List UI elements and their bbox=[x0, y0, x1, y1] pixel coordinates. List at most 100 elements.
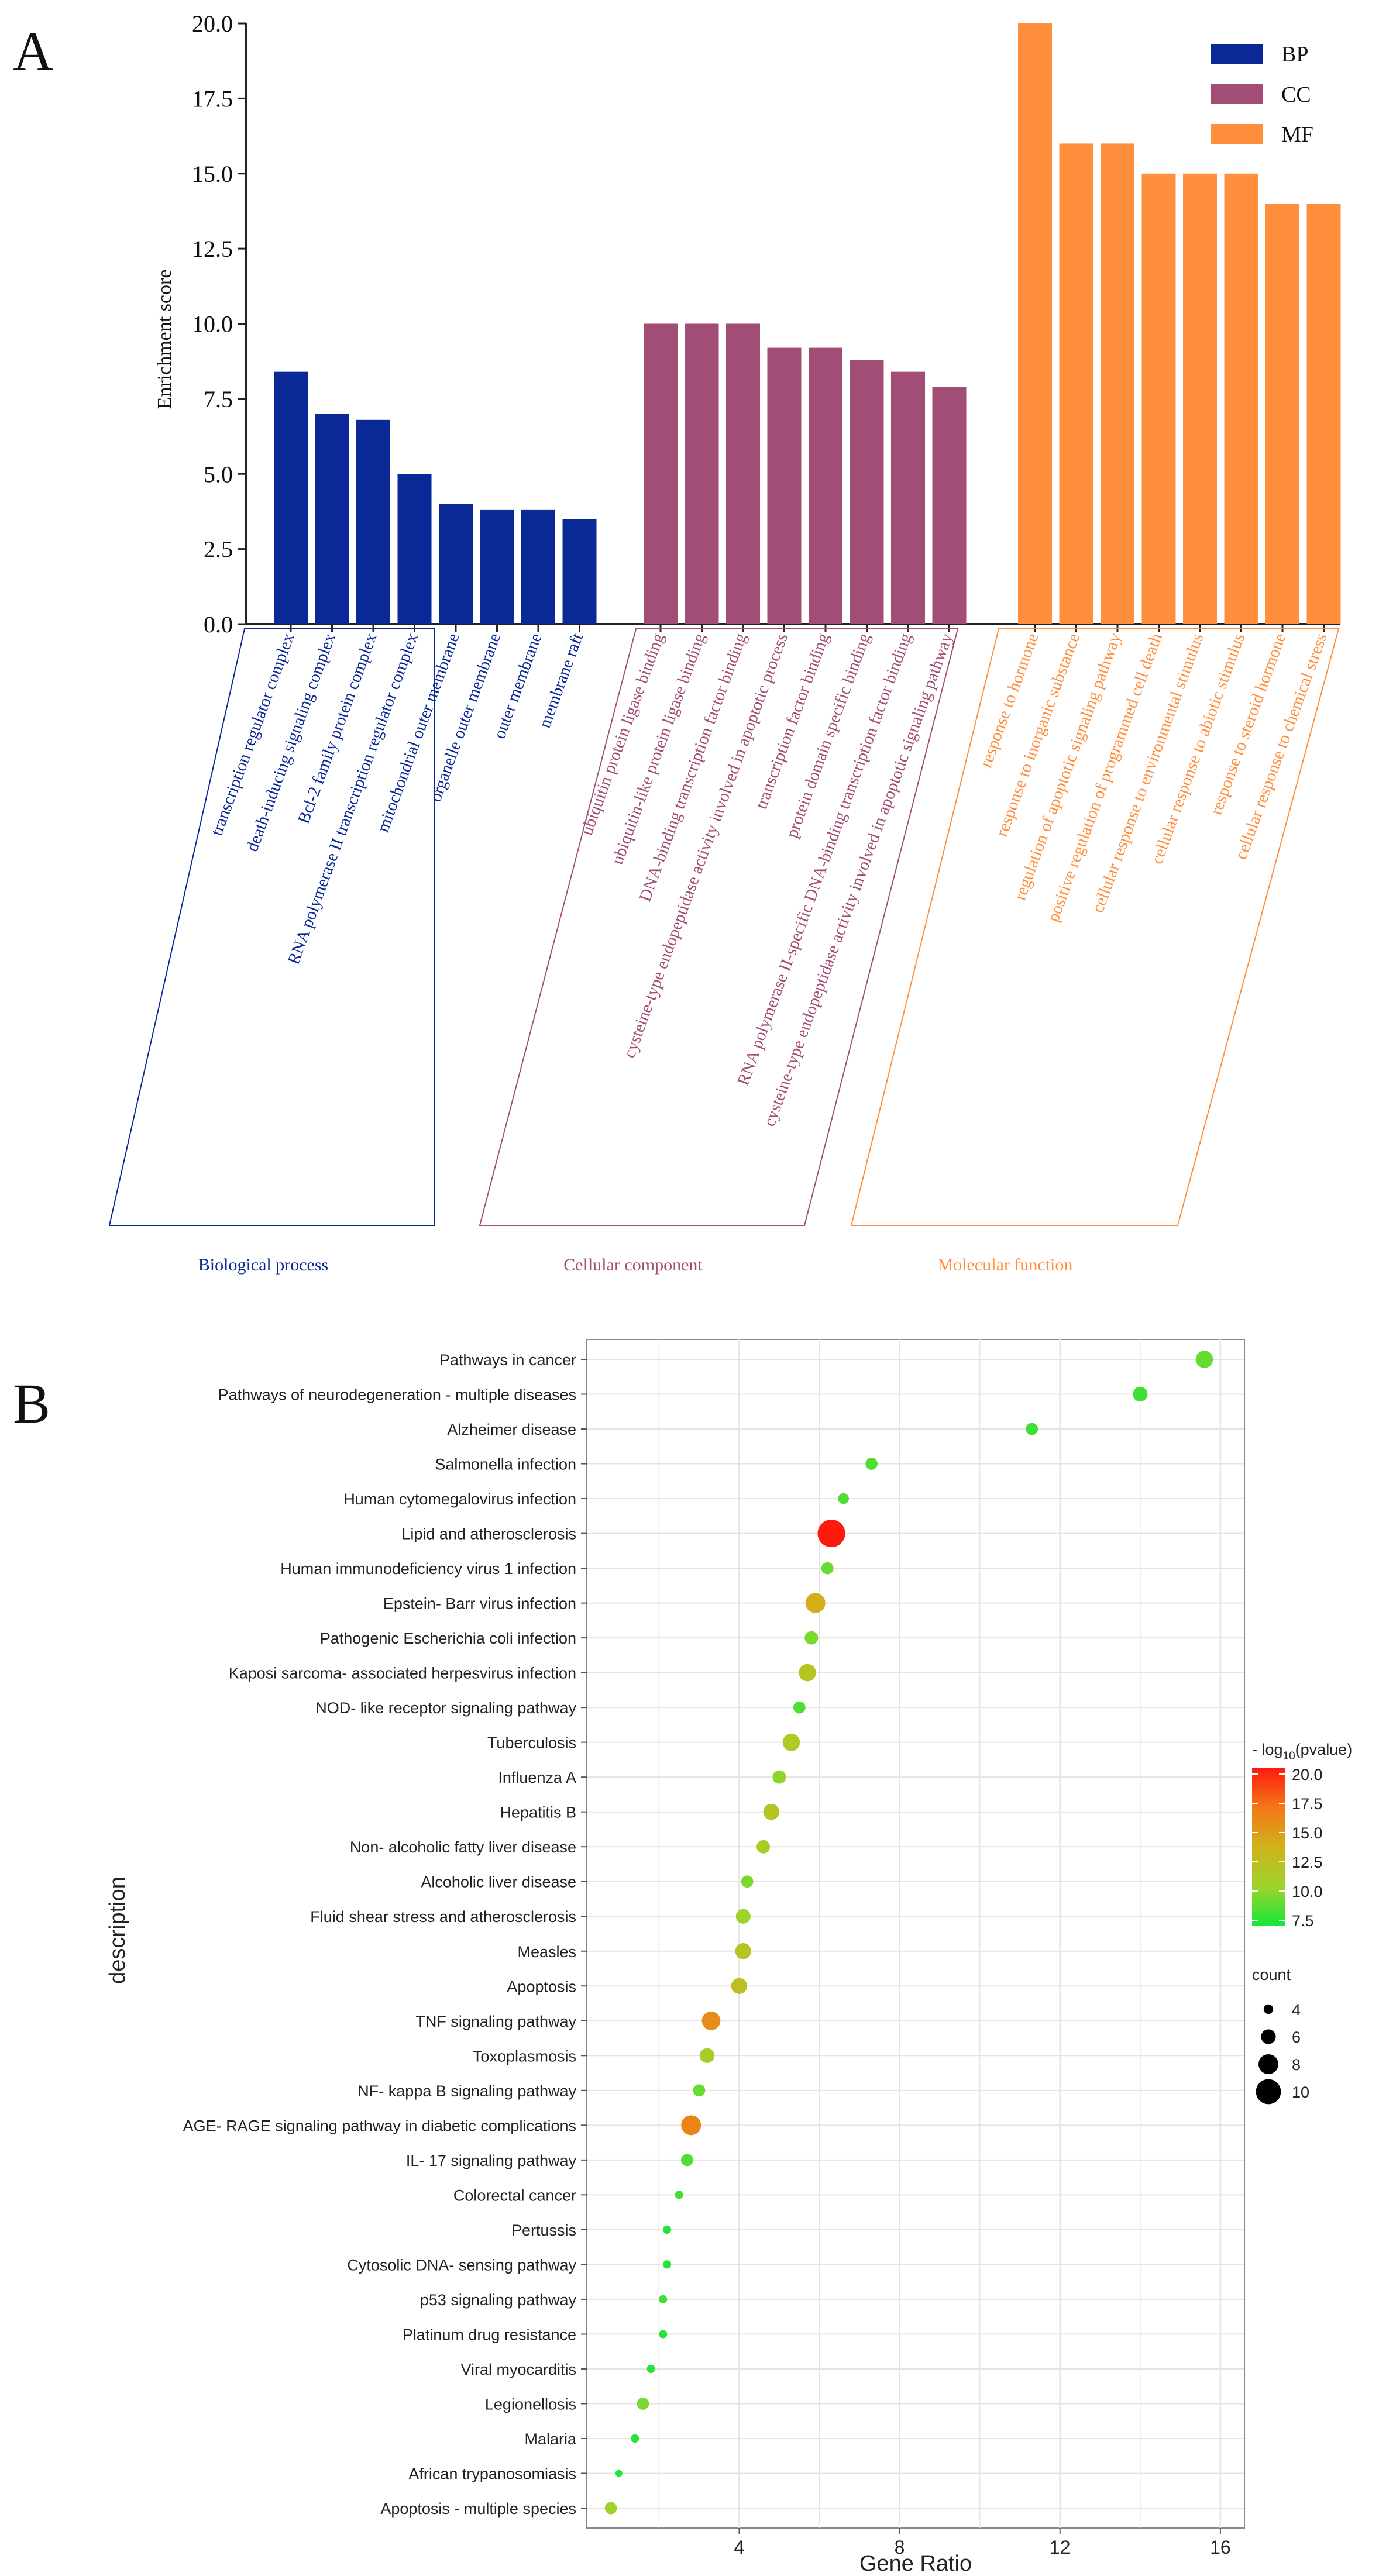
y-tick-label: 20.0 bbox=[192, 11, 233, 37]
point bbox=[1195, 1351, 1213, 1368]
pathway-label: Apoptosis - multiple species bbox=[380, 2500, 576, 2518]
pathway-label: Lipid and atherosclerosis bbox=[401, 1525, 576, 1543]
y-axis-label: Enrichment score bbox=[154, 270, 176, 409]
pathway-label: Tuberculosis bbox=[487, 1734, 576, 1752]
x-axis-label: Gene Ratio bbox=[859, 2551, 972, 2576]
mf-bracket bbox=[850, 628, 1340, 1226]
mf-bar bbox=[1141, 173, 1176, 624]
pathway-label: Cytosolic DNA- sensing pathway bbox=[347, 2256, 576, 2274]
mf-bar bbox=[1265, 204, 1299, 625]
y-tick-label: 10.0 bbox=[192, 311, 233, 338]
point bbox=[799, 1664, 816, 1682]
pathway-label: Legionellosis bbox=[485, 2395, 576, 2413]
pathway-labels: Pathways in cancer Pathways of neurodegen… bbox=[183, 1351, 587, 2518]
x-tick-label: 12 bbox=[1050, 2537, 1071, 2558]
point bbox=[821, 1562, 834, 1575]
pathway-label: Pathways in cancer bbox=[439, 1351, 576, 1369]
cc-bar bbox=[685, 323, 719, 624]
pathway-label: Influenza A bbox=[498, 1769, 576, 1786]
point bbox=[701, 2011, 721, 2030]
point bbox=[659, 2330, 668, 2339]
mf-category-label: response to steroid hormone bbox=[1206, 631, 1289, 817]
point bbox=[731, 1978, 748, 1994]
pathway-label: Hepatitis B bbox=[500, 1804, 576, 1821]
size-legend-dot bbox=[1261, 2029, 1276, 2044]
point bbox=[675, 2191, 683, 2199]
cc-bar bbox=[809, 347, 842, 624]
color-legend-title: - log10(pvalue) bbox=[1252, 1741, 1352, 1762]
pathway-label: Measles bbox=[517, 1943, 576, 1961]
point bbox=[741, 1875, 754, 1888]
x-ticks: 4 8 12 16 bbox=[734, 2528, 1231, 2558]
pathway-label: NF- kappa B signaling pathway bbox=[357, 2082, 576, 2100]
pathway-label: Alcoholic liver disease bbox=[421, 1874, 576, 1891]
pathway-label: TNF signaling pathway bbox=[415, 2013, 576, 2030]
size-legend-dot bbox=[1256, 2079, 1281, 2105]
point bbox=[793, 1701, 806, 1714]
point bbox=[756, 1840, 771, 1854]
category-labels: transcription regulator complexdeath-ind… bbox=[207, 631, 1331, 1129]
point bbox=[680, 2154, 693, 2167]
pathway-label: Platinum drug resistance bbox=[403, 2326, 576, 2343]
bp-bar bbox=[562, 519, 597, 624]
panel-b-label: B bbox=[13, 1372, 50, 1435]
size-legend-label: 10 bbox=[1292, 2083, 1309, 2101]
size-legend-dot bbox=[1263, 2004, 1274, 2014]
color-tick-label: 10.0 bbox=[1292, 1883, 1323, 1900]
point bbox=[637, 2398, 649, 2410]
y-tick-label: 2.5 bbox=[204, 536, 233, 563]
pathway-label: p53 signaling pathway bbox=[420, 2291, 577, 2309]
color-tick-label: 17.5 bbox=[1292, 1795, 1323, 1813]
point bbox=[659, 2295, 668, 2304]
point bbox=[782, 1733, 800, 1751]
mf-bar bbox=[1059, 143, 1093, 624]
pathway-label: AGE- RAGE signaling pathway in diabetic … bbox=[183, 2117, 576, 2134]
point bbox=[865, 1458, 878, 1470]
plot-panel bbox=[586, 1339, 1245, 2529]
point bbox=[735, 1909, 751, 1924]
kegg-dot-plot: Pathways in cancer Pathways of neurodegen… bbox=[105, 1339, 1352, 2576]
pathway-label: Alzheimer disease bbox=[447, 1421, 576, 1438]
pathway-label: African trypanosomiasis bbox=[408, 2465, 576, 2482]
y-tick-label: 17.5 bbox=[192, 85, 233, 112]
bp-bar bbox=[397, 474, 432, 624]
color-tick-label: 12.5 bbox=[1292, 1854, 1323, 1871]
size-legend-dot bbox=[1258, 2054, 1278, 2074]
legend-bp-swatch bbox=[1211, 44, 1263, 64]
y-ticks: 0.0 2.5 5.0 7.5 10.0 12.5 15.0 17.5 20.0 bbox=[192, 11, 246, 638]
pathway-label: Non- alcoholic fatty liver disease bbox=[350, 1838, 576, 1856]
point bbox=[700, 2048, 715, 2063]
pathway-label: IL- 17 signaling pathway bbox=[406, 2152, 577, 2169]
bars bbox=[274, 23, 1341, 625]
pathway-label: Apoptosis bbox=[507, 1978, 576, 1995]
bp-bar bbox=[521, 509, 555, 624]
y-axis-label-b: description bbox=[105, 1876, 130, 1984]
size-legend: count 4 6 8 10 bbox=[1252, 1966, 1309, 2105]
pathway-label: Pertussis bbox=[511, 2222, 576, 2239]
bp-group-label: Biological process bbox=[198, 1255, 328, 1275]
color-scale-ticks: 20.0 17.5 15.0 12.5 10.0 7.5 bbox=[1252, 1766, 1323, 1930]
bp-category-label: Bcl-2 family protein complex bbox=[294, 631, 381, 826]
mf-group-label: Molecular function bbox=[938, 1255, 1073, 1275]
legend-cc-label: CC bbox=[1281, 82, 1311, 107]
legend-mf-swatch bbox=[1211, 124, 1263, 144]
x-tick-label: 16 bbox=[1210, 2537, 1231, 2558]
cc-bar bbox=[850, 360, 884, 624]
bp-bracket bbox=[108, 628, 435, 1226]
x-tick-label: 8 bbox=[895, 2537, 905, 2558]
y-tick-label: 12.5 bbox=[192, 236, 233, 262]
cc-bar bbox=[644, 323, 678, 624]
pathway-label: Viral myocarditis bbox=[460, 2361, 576, 2378]
bp-bar bbox=[439, 504, 473, 624]
mf-bar bbox=[1306, 204, 1341, 625]
point bbox=[838, 1493, 849, 1504]
cc-bar bbox=[891, 371, 925, 624]
bp-category-label: membrane raft bbox=[535, 631, 587, 731]
pathway-label: Toxoplasmosis bbox=[473, 2047, 576, 2065]
color-tick-label: 20.0 bbox=[1292, 1766, 1323, 1783]
point bbox=[662, 2225, 672, 2234]
point bbox=[1133, 1386, 1148, 1402]
pathway-label: Fluid shear stress and atherosclerosis bbox=[310, 1908, 576, 1926]
points bbox=[604, 1351, 1213, 2515]
bp-bar bbox=[480, 509, 514, 624]
